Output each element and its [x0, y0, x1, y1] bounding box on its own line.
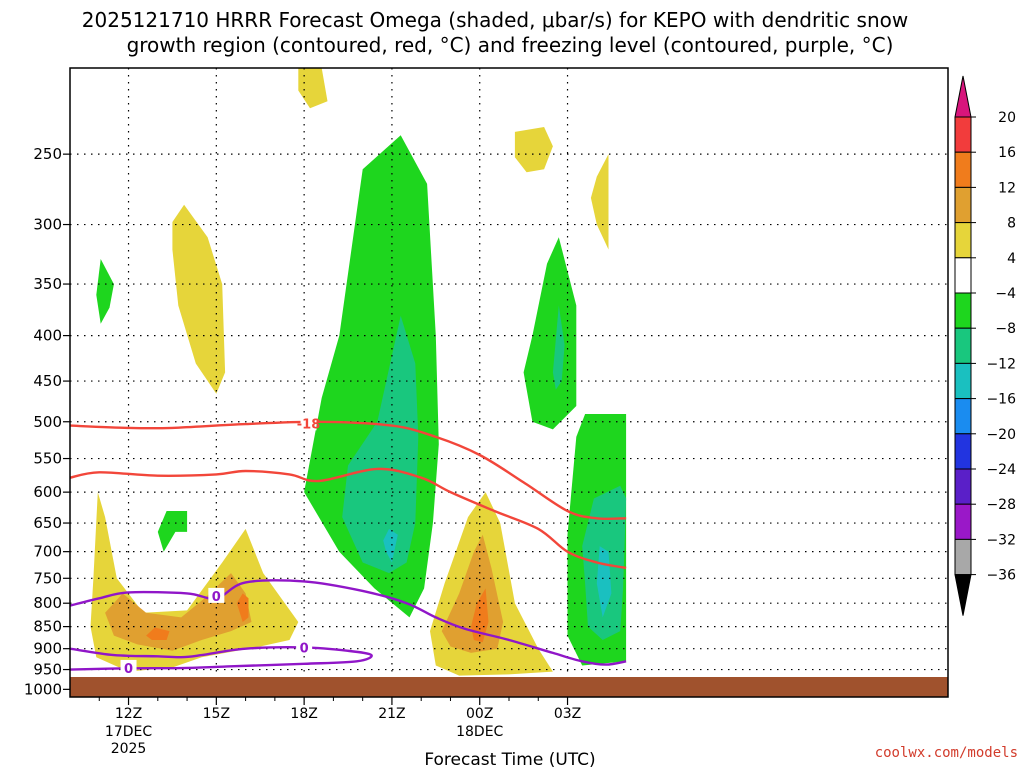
- plot-content: -18 0 0 0: [70, 68, 948, 697]
- colorbar-over-arrow: [954, 75, 972, 118]
- plot-area: -18 0 0 0: [69, 67, 949, 698]
- omega-region-4: [90, 492, 299, 672]
- y-tick-label-850: 850: [33, 618, 62, 636]
- x-tick-sublabel-12Z-0: 17DEC: [105, 724, 152, 740]
- colorbar-label-4: 4: [1007, 251, 1016, 267]
- y-axis: 250 300 350 400 450 500 550 600 650 700 750 800 850 9…: [24, 145, 70, 698]
- colorbar-label-11: −28: [986, 497, 1016, 513]
- chart-title-line2: growth region (contoured, red, °C) and f…: [127, 33, 894, 57]
- chart-title-line1: 2025121710 HRRR Forecast Omega (shaded, …: [82, 8, 908, 32]
- colorbar-under-arrow: [954, 574, 972, 616]
- omega-region-9: [236, 593, 249, 622]
- colorbar-label-9: −20: [986, 427, 1016, 443]
- y-tick-label-650: 650: [33, 514, 62, 532]
- terrain-surface: [70, 677, 948, 697]
- y-tick-label-450: 450: [33, 372, 62, 390]
- y-tick-label-950: 950: [33, 661, 62, 679]
- y-tick-label-250: 250: [33, 145, 62, 163]
- y-tick-label-600: 600: [33, 483, 62, 501]
- colorbar-label-13: −36: [986, 568, 1016, 584]
- colorbar-bin-5: [954, 292, 972, 329]
- y-tick-label-500: 500: [33, 413, 62, 431]
- x-axis-title: Forecast Time (UTC): [424, 750, 595, 768]
- y-tick-label-800: 800: [33, 594, 62, 612]
- colorbar-bin-10: [954, 468, 972, 505]
- omega-region-3: [172, 204, 226, 394]
- colorbar-bin-3: [954, 222, 972, 259]
- y-tick-label-350: 350: [33, 275, 62, 293]
- dendritic-contour-label-bg: [300, 415, 317, 431]
- y-tick-label-700: 700: [33, 543, 62, 561]
- freezing-level-label-1: 0: [212, 590, 221, 605]
- omega-region-19: [552, 305, 565, 390]
- colorbar-label-5: −4: [995, 286, 1016, 302]
- freezing-level-label-2: 0: [300, 641, 309, 656]
- x-tick-label-03Z: 03Z: [554, 706, 581, 722]
- y-tick-label-550: 550: [33, 450, 62, 468]
- dendritic-contour-label: -18: [297, 417, 321, 432]
- x-tick-label-00Z: 00Z: [466, 706, 493, 722]
- colorbar-bin-1: [954, 151, 972, 188]
- colorbar-bin-8: [954, 398, 972, 435]
- colorbar-bin-2: [954, 186, 972, 224]
- colorbar-bin-6: [954, 327, 972, 364]
- x-tick-label-15Z: 15Z: [203, 706, 230, 722]
- omega-region-1: [514, 127, 553, 173]
- colorbar-label-1: 16: [998, 145, 1016, 161]
- colorbar-bin-9: [954, 433, 972, 470]
- omega-region-12: [157, 511, 188, 552]
- omega-region-2: [590, 154, 609, 250]
- omega-region-21: [383, 528, 398, 563]
- colorbar-label-7: −12: [986, 356, 1016, 372]
- colorbar-label-8: −16: [986, 392, 1016, 408]
- y-tick-label-300: 300: [33, 216, 62, 234]
- y-tick-label-400: 400: [33, 327, 62, 345]
- freezing-level-contour-1: [70, 646, 373, 671]
- freezing-level-label-2-bg: [296, 639, 313, 655]
- omega-region-14: [523, 237, 577, 430]
- freezing-level-label-1-bg: [208, 587, 225, 603]
- freezing-level-label-3-bg: [120, 659, 137, 675]
- x-tick-sublabel-00Z-0: 18DEC: [456, 724, 503, 740]
- colorbar-label-2: 12: [998, 180, 1016, 196]
- colorbar-bin-4: [954, 257, 972, 294]
- x-tick-label-18Z: 18Z: [290, 706, 317, 722]
- omega-region-18: [342, 315, 419, 574]
- y-tick-label-900: 900: [33, 640, 62, 658]
- colorbar-label-3: 8: [1007, 216, 1016, 232]
- x-tick-sublabel-12Z-1: 2025: [111, 741, 147, 757]
- x-tick-label-21Z: 21Z: [378, 706, 405, 722]
- omega-region-0: [298, 68, 328, 109]
- freezing-level-label-3: 0: [124, 662, 133, 677]
- colorbar-label-6: −8: [995, 321, 1016, 337]
- colorbar-bin-0: [954, 116, 972, 153]
- y-tick-label-1000: 1000: [24, 680, 62, 698]
- dendritic-contour-0: [70, 420, 627, 521]
- colorbar-label-0: 20: [998, 110, 1016, 126]
- omega-region-11: [96, 259, 114, 324]
- colorbar-legend: 20 16 12 8 4 −4 −8 −12 −16 −20 −24 −28 −32 −36: [954, 75, 1016, 616]
- colorbar-label-12: −32: [986, 532, 1016, 548]
- x-tick-label-12Z: 12Z: [115, 706, 142, 722]
- colorbar-bin-12: [954, 538, 972, 576]
- colorbar-bin-11: [954, 503, 972, 540]
- credit-text: coolwx.com/models: [875, 745, 1018, 761]
- colorbar-label-10: −24: [986, 462, 1016, 478]
- y-tick-label-750: 750: [33, 569, 62, 587]
- omega-region-8: [146, 627, 170, 640]
- colorbar-bin-7: [954, 362, 972, 400]
- dendritic-contour-1: [70, 467, 627, 570]
- freezing-level-contour-0: [70, 579, 627, 666]
